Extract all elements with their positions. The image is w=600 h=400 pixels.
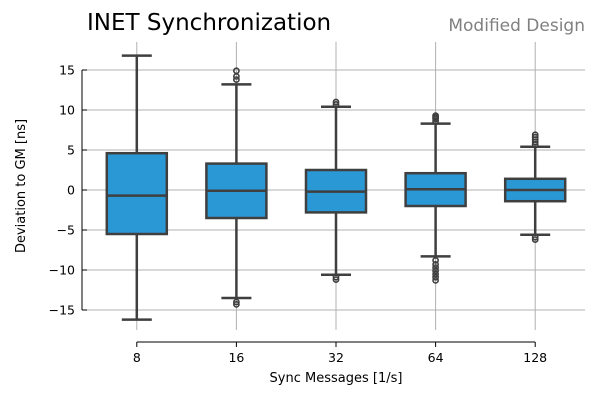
- y-tick-label: 5: [67, 143, 75, 158]
- x-tick-label: 64: [428, 350, 444, 365]
- outlier-point: [531, 133, 539, 141]
- y-tick-label: 10: [59, 103, 75, 118]
- outlier-point: [232, 300, 240, 308]
- iqr-box: [105, 151, 169, 236]
- outlier-point: [332, 276, 340, 283]
- outlier-point: [332, 273, 340, 281]
- y-tick-label: −10: [49, 263, 75, 278]
- chart-subtitle: Modified Design: [448, 16, 585, 36]
- y-tick-label: −5: [57, 223, 75, 238]
- x-tick-label: 16: [228, 350, 244, 365]
- outlier-point: [432, 276, 439, 284]
- box-16: [205, 67, 268, 308]
- chart-title: INET Synchronization: [87, 10, 332, 36]
- outlier-point: [332, 101, 340, 108]
- box-128: [503, 131, 567, 243]
- box-8: [105, 54, 169, 321]
- outlier-point: [432, 256, 439, 264]
- outlier-point: [432, 267, 439, 275]
- outlier-point: [232, 76, 240, 83]
- outlier-point: [332, 98, 340, 106]
- y-tick-label: 0: [67, 183, 75, 198]
- outlier-point: [232, 298, 240, 306]
- outlier-point: [232, 67, 240, 75]
- x-tick-label: 32: [328, 350, 344, 365]
- x-tick-label: 8: [133, 350, 141, 365]
- y-tick-label: −15: [49, 303, 75, 318]
- outlier-point: [531, 131, 539, 139]
- box-64: [404, 112, 467, 284]
- outlier-point: [432, 264, 439, 271]
- y-axis-label: Deviation to GM [ns]: [14, 119, 29, 253]
- x-axis-label: Sync Messages [1/s]: [270, 371, 403, 386]
- box-series: [105, 54, 567, 321]
- outlier-point: [432, 112, 439, 119]
- outlier-point: [432, 260, 439, 268]
- y-tick-label: 15: [59, 63, 75, 78]
- outlier-point: [531, 236, 539, 243]
- x-tick-label: 128: [523, 350, 547, 365]
- outlier-point: [432, 273, 439, 281]
- outlier-point: [432, 270, 439, 278]
- outlier-point: [531, 233, 539, 241]
- box-32: [304, 98, 368, 283]
- axes: −15 −10 −5 0 5 10 15 8 16 32 64 128: [49, 63, 548, 366]
